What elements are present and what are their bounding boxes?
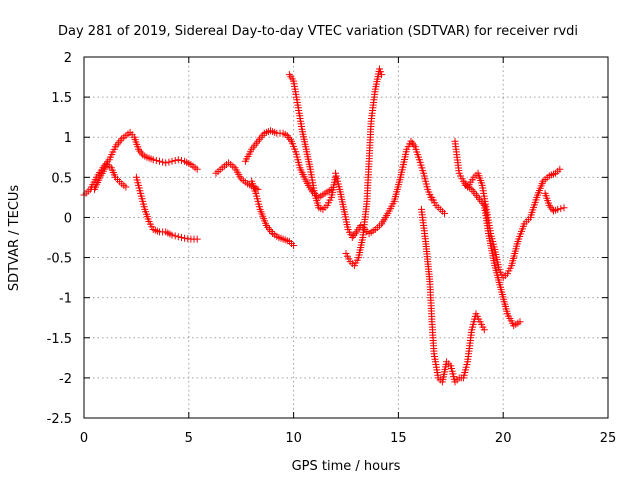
grid-layer <box>84 57 608 418</box>
data-point-marker <box>165 158 173 166</box>
series-track-7 <box>285 71 339 213</box>
y-tick-label: -1.5 <box>47 332 72 347</box>
data-point-marker <box>178 157 185 164</box>
y-tick-label: -2 <box>59 372 72 387</box>
data-point-marker <box>149 156 157 164</box>
data-point-marker <box>178 234 185 241</box>
plot-frame <box>83 56 609 419</box>
data-point-marker <box>135 145 142 153</box>
data-point-marker <box>441 209 448 217</box>
x-tick-label: 15 <box>390 431 407 446</box>
data-point-marker <box>554 205 562 213</box>
y-tick-label: -0.5 <box>47 252 72 267</box>
data-point-marker <box>557 205 565 213</box>
data-point-marker <box>156 157 163 165</box>
data-point-marker <box>350 232 358 240</box>
x-tick-label: 5 <box>185 431 193 446</box>
series-track-5 <box>241 127 335 201</box>
x-tick-label: 0 <box>80 431 88 446</box>
data-point-marker <box>410 141 418 149</box>
x-tick-label: 10 <box>285 431 302 446</box>
data-point-marker <box>168 231 176 239</box>
y-tick-label: 2 <box>64 51 72 66</box>
series-track-8 <box>332 137 436 241</box>
data-point-marker <box>378 71 386 79</box>
y-tick-label: 1 <box>64 131 72 146</box>
y-tick-label: -1 <box>59 292 72 307</box>
x-axis-label: GPS time / hours <box>292 459 401 474</box>
data-point-marker <box>122 183 130 191</box>
data-point-marker <box>480 326 488 334</box>
data-point-marker <box>193 235 201 243</box>
series-track-9 <box>342 65 386 270</box>
series-track-11 <box>428 193 448 217</box>
data-point-marker <box>159 158 167 166</box>
data-point-marker <box>152 157 160 164</box>
data-point-marker <box>174 233 182 241</box>
series-track-3 <box>132 173 201 243</box>
series-track-2 <box>91 161 130 193</box>
data-point-marker <box>516 318 524 326</box>
data-point-marker <box>174 156 182 164</box>
series-track-10 <box>418 205 488 386</box>
y-tick-label: 0 <box>64 211 72 226</box>
y-tick-label: 0.5 <box>51 171 72 186</box>
data-point-marker <box>193 165 201 173</box>
data-point-marker <box>556 165 564 173</box>
x-tick-label: 20 <box>495 431 512 446</box>
data-point-marker <box>171 232 179 240</box>
series-track-13 <box>462 181 524 330</box>
series-track-12 <box>451 137 564 282</box>
y-tick-label: -2.5 <box>47 412 72 427</box>
data-point-marker <box>254 185 262 193</box>
y-tick-label: 1.5 <box>51 91 72 106</box>
series-track-1 <box>80 128 201 199</box>
series-track-6 <box>248 177 298 249</box>
data-point-marker <box>168 157 176 165</box>
y-axis-label: SDTVAR / TECUs <box>7 185 22 292</box>
data-point-marker <box>286 135 294 143</box>
data-point-marker <box>171 157 179 164</box>
chart-title: Day 281 of 2019, Sidereal Day-to-day VTE… <box>58 24 578 39</box>
data-layer <box>80 65 568 386</box>
data-point-marker <box>290 242 298 249</box>
data-point-marker <box>560 204 568 212</box>
x-tick-label: 25 <box>600 431 617 446</box>
data-point-marker <box>162 159 170 167</box>
series-track-14 <box>541 189 568 215</box>
axis-layer: 0 5 10 15 20 25 -2.5 -2 -1.5 -1 -0.5 0 0.5 1 1.5 2 <box>47 51 617 446</box>
